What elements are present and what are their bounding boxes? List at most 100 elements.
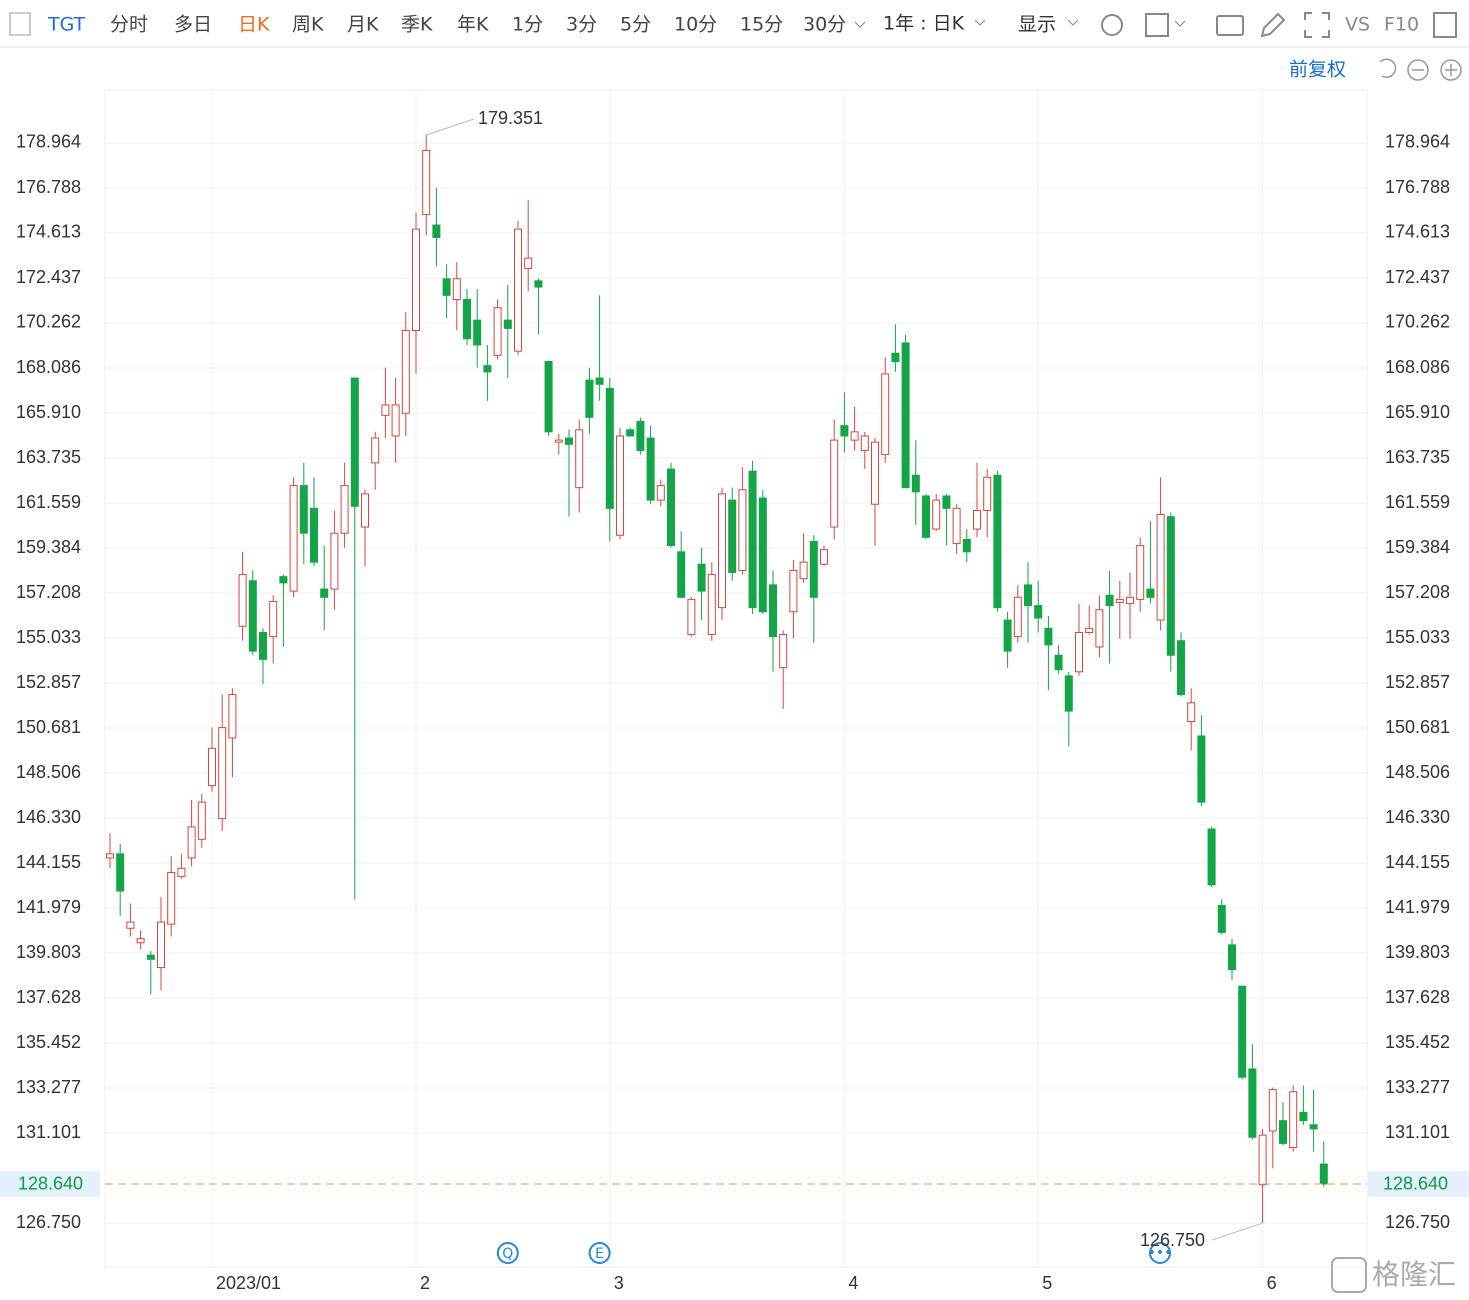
dropdown-arrow xyxy=(854,21,866,28)
candle-body xyxy=(361,493,369,528)
candle-body xyxy=(269,600,278,638)
candle-body xyxy=(565,437,573,445)
candle-body xyxy=(381,404,390,416)
candle-body xyxy=(677,551,686,598)
period-tab[interactable]: 5分 xyxy=(620,14,651,36)
y-tick-label-right: 146.330 xyxy=(1385,807,1450,827)
event-marker[interactable] xyxy=(588,1242,611,1264)
candle-body xyxy=(616,435,624,536)
period-tab[interactable]: 月K xyxy=(347,14,379,36)
news-icon[interactable] xyxy=(1149,1242,1171,1264)
y-tick-label: 159.384 xyxy=(16,537,81,557)
y-tick-label-right: 150.681 xyxy=(1385,717,1450,737)
candle-body xyxy=(1309,1124,1318,1130)
candle-body xyxy=(1238,985,1247,1078)
period-tab[interactable]: 3分 xyxy=(566,14,597,36)
y-tick-label-right: 155.033 xyxy=(1385,627,1450,647)
period-tab[interactable]: 15分 xyxy=(740,14,783,36)
fullscreen-icon[interactable] xyxy=(1304,12,1330,38)
x-tick-label: 4 xyxy=(848,1273,858,1293)
settings-icon[interactable] xyxy=(1101,14,1123,36)
pen-icon[interactable] xyxy=(1260,12,1286,38)
annotation-leader xyxy=(1211,1222,1263,1241)
candle-body xyxy=(1166,516,1175,656)
candle-body xyxy=(687,598,696,636)
candle-body xyxy=(289,485,298,592)
y-tick-label: 139.803 xyxy=(16,942,81,962)
shape-icon[interactable] xyxy=(1145,13,1169,37)
period-tab[interactable]: 周K xyxy=(292,14,324,36)
zoom-in[interactable] xyxy=(1440,59,1462,81)
compare[interactable]: VS xyxy=(1345,14,1370,36)
f10[interactable]: F10 xyxy=(1384,14,1419,36)
y-tick-label-right: 133.277 xyxy=(1385,1077,1450,1097)
period-tab[interactable]: 30分 xyxy=(803,14,846,36)
candle-body xyxy=(279,576,288,584)
candle-body xyxy=(952,507,961,545)
undo-icon[interactable] xyxy=(1379,58,1397,78)
candle-body xyxy=(371,437,380,464)
candle-body xyxy=(738,489,747,571)
sidebar-toggle[interactable] xyxy=(9,12,31,36)
candle-body xyxy=(299,485,308,534)
candle-body xyxy=(116,853,125,892)
period-tab[interactable]: 年K xyxy=(457,14,489,36)
candle-body xyxy=(1268,1089,1277,1132)
candle-body xyxy=(1299,1111,1308,1122)
symbol[interactable]: TGT xyxy=(47,14,86,36)
candle-body xyxy=(626,429,635,437)
camera-icon[interactable] xyxy=(1216,15,1244,36)
candle-body xyxy=(1248,1068,1257,1138)
candle-body xyxy=(891,352,900,363)
candle-body xyxy=(860,435,869,451)
y-tick-label-right: 139.803 xyxy=(1385,942,1450,962)
candle-body xyxy=(830,439,839,528)
adjust[interactable]: 前复权 xyxy=(1289,59,1346,81)
candle-body xyxy=(391,404,400,437)
candle-body xyxy=(850,431,859,441)
candle-body xyxy=(1075,631,1083,673)
candle-body xyxy=(646,437,655,501)
panel-icon[interactable] xyxy=(1433,12,1457,38)
dropdown-arrow xyxy=(974,19,986,26)
x-tick-label: 2 xyxy=(420,1273,430,1293)
candle-body xyxy=(911,474,920,493)
y-tick-label: 163.735 xyxy=(16,447,81,467)
range-select[interactable]: 1年 : 日K xyxy=(883,13,965,35)
candle-body xyxy=(1085,627,1094,633)
y-tick-label-right: 144.155 xyxy=(1385,852,1450,872)
period-tab[interactable]: 日K xyxy=(238,14,270,36)
display-select[interactable]: 显示 xyxy=(1018,14,1056,36)
candle-body xyxy=(1207,828,1216,886)
zoom-out[interactable] xyxy=(1407,59,1429,81)
period-tab[interactable]: 分时 xyxy=(110,14,148,36)
period-tab[interactable]: 季K xyxy=(401,14,433,36)
y-tick-label-right: 141.979 xyxy=(1385,897,1450,917)
candle-body xyxy=(1319,1163,1328,1185)
candle-body xyxy=(707,574,716,636)
event-marker[interactable] xyxy=(496,1242,519,1264)
y-tick-label-right: 165.910 xyxy=(1385,402,1450,422)
period-tab[interactable]: 1分 xyxy=(512,14,543,36)
candle-body xyxy=(1146,588,1155,598)
period-tab[interactable]: 10分 xyxy=(674,14,717,36)
candle-body xyxy=(330,532,339,590)
candle-body xyxy=(473,319,482,346)
watermark: 格隆汇 xyxy=(1331,1257,1456,1293)
candle-body xyxy=(1013,596,1022,638)
candle-body xyxy=(340,485,349,534)
candle-body xyxy=(1115,598,1124,603)
y-tick-label: 144.155 xyxy=(16,852,81,872)
candle-body xyxy=(350,377,359,507)
last-price-label: 128.640 xyxy=(18,1174,83,1194)
candle-body xyxy=(524,257,533,269)
candle-body xyxy=(595,377,604,385)
candle-body xyxy=(422,150,431,216)
period-tab[interactable]: 多日 xyxy=(174,14,212,36)
candle-body xyxy=(758,497,767,613)
y-tick-label: 155.033 xyxy=(16,627,81,647)
news-icon-glyph: ••• xyxy=(1148,1245,1173,1261)
y-tick-label: 131.101 xyxy=(16,1122,81,1142)
dropdown-arrow xyxy=(1067,19,1079,26)
